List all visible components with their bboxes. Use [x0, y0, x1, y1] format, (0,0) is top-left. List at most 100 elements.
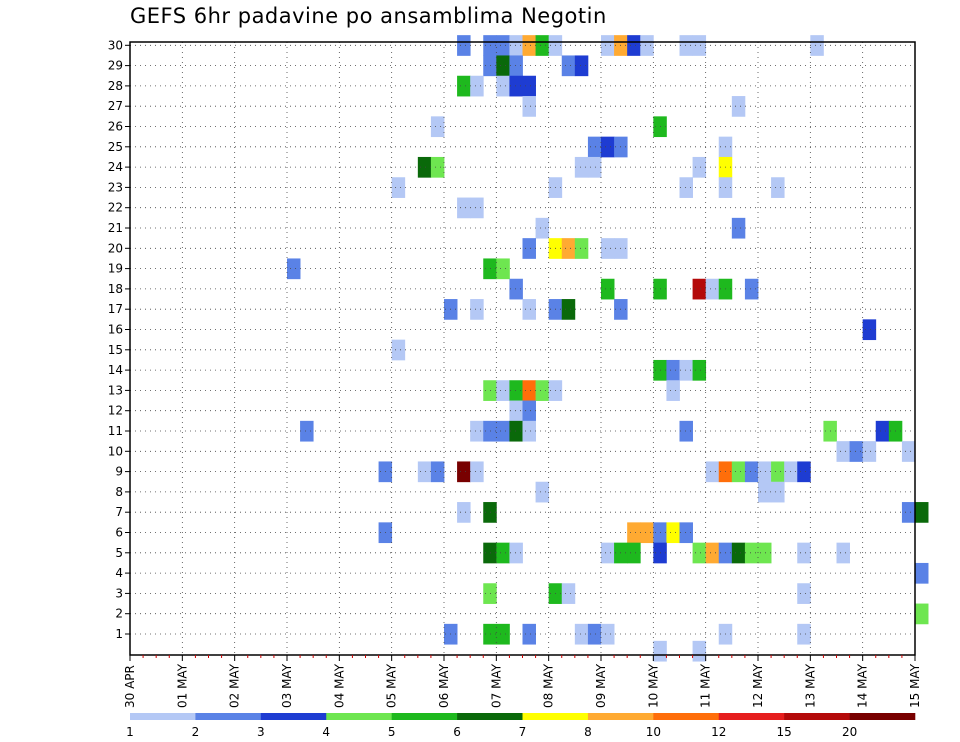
heatmap-cell: [915, 562, 929, 584]
heatmap-cell: [535, 481, 550, 503]
cells-layer: [287, 35, 929, 662]
heatmap-cell: [522, 299, 536, 320]
y-tick-label: 2: [115, 607, 123, 621]
heatmap-cell: [771, 481, 785, 503]
y-tick-label: 25: [108, 140, 123, 154]
heatmap-cell: [522, 623, 536, 645]
heatmap-cell: [535, 35, 550, 56]
heatmap-cell: [561, 299, 576, 320]
heatmap-cell: [731, 96, 746, 117]
heatmap-cell: [692, 156, 707, 178]
heatmap-cell: [509, 55, 523, 77]
x-tick-label: 07 MAY: [489, 663, 503, 708]
heatmap-cell: [836, 441, 850, 462]
heatmap-cell: [810, 35, 824, 56]
heatmap-cell: [797, 623, 811, 645]
heatmap-cell: [705, 461, 720, 483]
legend-swatch: [457, 713, 523, 720]
heatmap-cell: [457, 502, 471, 523]
heatmap-cell: [771, 461, 785, 483]
heatmap-cell: [692, 542, 707, 564]
heatmap-cell: [470, 299, 484, 320]
heatmap-cell: [627, 522, 641, 544]
y-tick-label: 27: [108, 99, 123, 113]
y-tick-label: 18: [108, 282, 123, 296]
heatmap-cell: [640, 35, 654, 56]
heatmap-cell: [862, 319, 877, 341]
heatmap-cell: [496, 258, 510, 280]
heatmap-cell: [679, 420, 693, 442]
heatmap-cell: [496, 35, 510, 56]
heatmap-cell: [522, 238, 536, 259]
heatmap-cell: [601, 278, 615, 300]
heatmap-cell: [601, 542, 615, 564]
x-tick-label: 09 MAY: [594, 663, 608, 708]
heatmap-cell: [522, 400, 536, 422]
x-tick-label: 11 MAY: [699, 663, 713, 708]
heatmap-cell: [758, 461, 772, 483]
heatmap-cell: [496, 542, 510, 564]
heatmap-cell: [522, 380, 536, 401]
heatmap-cell: [587, 623, 602, 645]
heatmap-cell: [574, 238, 589, 259]
heatmap-cell: [915, 603, 929, 625]
legend-label: 15: [777, 725, 792, 739]
heatmap-cell: [483, 420, 497, 442]
heatmap-cell: [483, 583, 497, 604]
heatmap-cell: [692, 278, 707, 300]
heatmap-cell: [457, 197, 471, 219]
y-tick-label: 13: [108, 383, 123, 397]
heatmap-cell: [509, 380, 523, 401]
legend-swatch: [326, 713, 392, 720]
heatmap-cell: [692, 35, 707, 56]
legend-swatch: [784, 713, 850, 720]
legend-label: 3: [257, 725, 265, 739]
heatmap-cell: [535, 217, 550, 239]
y-tick-label: 12: [108, 404, 123, 418]
y-tick-label: 14: [108, 363, 123, 377]
heatmap-cell: [574, 55, 589, 77]
heatmap-cell: [758, 481, 772, 503]
heatmap-cell: [470, 75, 484, 97]
legend-label: 6: [453, 725, 461, 739]
heatmap-cell: [679, 359, 693, 381]
heatmap-cell: [561, 55, 576, 77]
heatmap-cell: [915, 502, 929, 523]
heatmap-cell: [901, 502, 916, 523]
heatmap-cell: [496, 380, 510, 401]
heatmap-cell: [601, 136, 615, 158]
legend-label: 2: [192, 725, 200, 739]
heatmap-cell: [391, 177, 406, 198]
heatmap-cell: [535, 380, 550, 401]
heatmap-cell: [627, 542, 641, 564]
axis-layer: 1234567891011121314151617181920212223242…: [108, 38, 922, 708]
y-tick-label: 30: [108, 38, 123, 52]
y-tick-label: 22: [108, 201, 123, 215]
y-tick-label: 4: [115, 566, 123, 580]
y-tick-label: 8: [115, 485, 123, 499]
heatmap-cell: [509, 400, 523, 422]
legend-swatch: [391, 713, 458, 720]
heatmap-cell: [587, 136, 602, 158]
heatmap-cell: [640, 522, 654, 544]
y-tick-label: 20: [108, 241, 123, 255]
heatmap-cell: [430, 116, 445, 138]
heatmap-cell: [522, 75, 536, 97]
heatmap-cell: [470, 420, 484, 442]
x-tick-label: 03 MAY: [280, 663, 294, 708]
heatmap-cell: [666, 522, 680, 544]
heatmap-cell: [391, 339, 406, 361]
heatmap-cell: [758, 542, 772, 564]
y-tick-label: 21: [108, 221, 123, 235]
heatmap-cell: [679, 177, 693, 198]
heatmap-cell: [483, 502, 497, 523]
heatmap-cell: [875, 420, 890, 442]
legend-swatch: [522, 713, 589, 720]
x-tick-label: 10 MAY: [646, 663, 660, 708]
heatmap-cell: [836, 542, 850, 564]
heatmap-cell: [771, 177, 785, 198]
heatmap-cell: [496, 75, 510, 97]
x-tick-label: 01 MAY: [175, 663, 189, 708]
heatmap-cell: [470, 197, 484, 219]
